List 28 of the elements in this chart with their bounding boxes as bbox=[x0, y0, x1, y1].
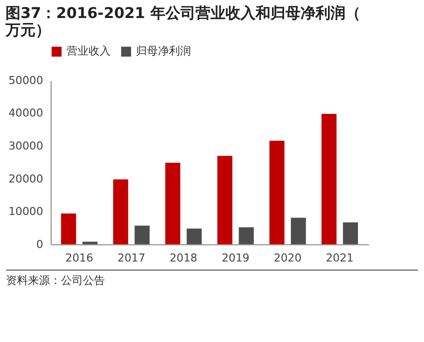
legend-label: 归母净利润 bbox=[136, 44, 192, 58]
bar bbox=[322, 114, 337, 244]
bar bbox=[134, 226, 150, 244]
text: 资料来源：公司公告 bbox=[6, 274, 105, 288]
x-tick-label: 2018 bbox=[170, 252, 198, 265]
x-tick-label: 2017 bbox=[118, 252, 146, 265]
y-tick-label: 30000 bbox=[8, 139, 44, 152]
bar bbox=[238, 227, 254, 244]
bar bbox=[61, 214, 76, 244]
y-tick-label: 20000 bbox=[8, 172, 44, 186]
y-tick-label: 10000 bbox=[8, 205, 44, 218]
chart-title: 图37：2016-2021 年公司营业收入和归母净利润（万元） bbox=[4, 4, 360, 39]
bar bbox=[82, 242, 98, 244]
bar bbox=[186, 228, 202, 244]
bar bbox=[290, 218, 306, 244]
y-tick-label: 50000 bbox=[8, 74, 44, 87]
legend-label: 营业收入 bbox=[66, 44, 111, 58]
x-tick-label: 2020 bbox=[274, 252, 302, 265]
x-tick-label: 2016 bbox=[65, 252, 94, 265]
x-tick-label: 2021 bbox=[326, 252, 354, 265]
bar bbox=[165, 162, 180, 244]
x-tick-label: 2019 bbox=[222, 252, 250, 265]
y-tick-label: 0 bbox=[36, 238, 44, 251]
bar bbox=[269, 140, 284, 244]
bar bbox=[113, 179, 128, 244]
y-tick-label: 40000 bbox=[8, 106, 44, 120]
bar bbox=[342, 222, 358, 244]
bar bbox=[217, 156, 232, 244]
